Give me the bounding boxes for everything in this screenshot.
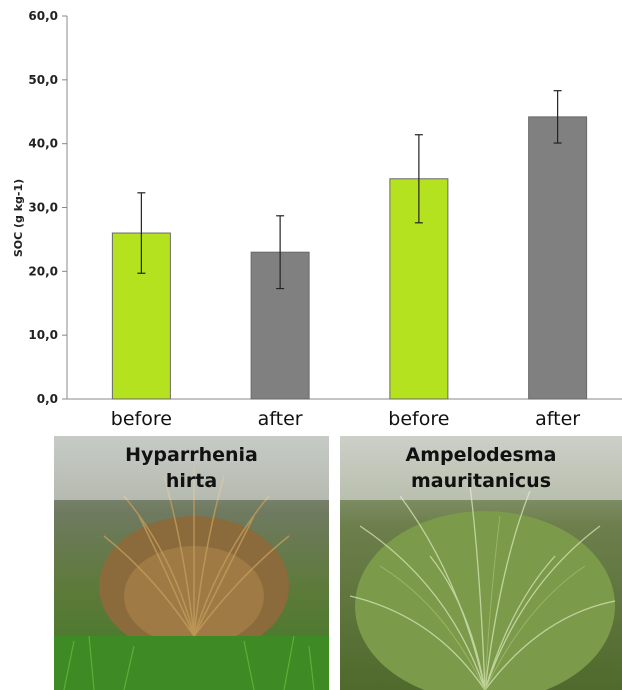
species-name-line1: Hyparrhenia bbox=[125, 444, 258, 466]
y-tick-label: 50,0 bbox=[28, 73, 58, 87]
species-name-line2: hirta bbox=[165, 470, 218, 492]
y-tick-label: 30,0 bbox=[28, 201, 58, 215]
x-category-label: before bbox=[388, 408, 449, 430]
x-category-label: after bbox=[535, 408, 580, 430]
photo-ampelodesma-mauritanicus: Ampelodesma mauritanicus bbox=[340, 436, 622, 690]
y-tick-label: 10,0 bbox=[28, 328, 58, 342]
soc-bar-chart: 0,010,020,030,040,050,060,0 before after b… bbox=[12, 9, 622, 430]
x-category-label: before bbox=[111, 408, 172, 430]
y-tick-label: 40,0 bbox=[28, 137, 58, 151]
species-caption: Ampelodesma mauritanicus bbox=[340, 436, 622, 500]
bar bbox=[528, 116, 588, 400]
chart-bars: before after before after bbox=[111, 90, 588, 430]
x-category-label: after bbox=[258, 408, 303, 430]
y-tick-label: 0,0 bbox=[37, 392, 58, 406]
y-tick-label: 60,0 bbox=[28, 9, 58, 23]
species-name-line1: Ampelodesma bbox=[405, 444, 557, 466]
species-caption: Hyparrhenia hirta bbox=[54, 436, 329, 500]
y-axis-label: SOC (g kg-1) bbox=[12, 179, 25, 257]
species-name-line2: mauritanicus bbox=[410, 470, 552, 492]
y-tick-label: 20,0 bbox=[28, 264, 58, 278]
photo-hyparrhenia-hirta: Hyparrhenia hirta bbox=[54, 436, 329, 690]
